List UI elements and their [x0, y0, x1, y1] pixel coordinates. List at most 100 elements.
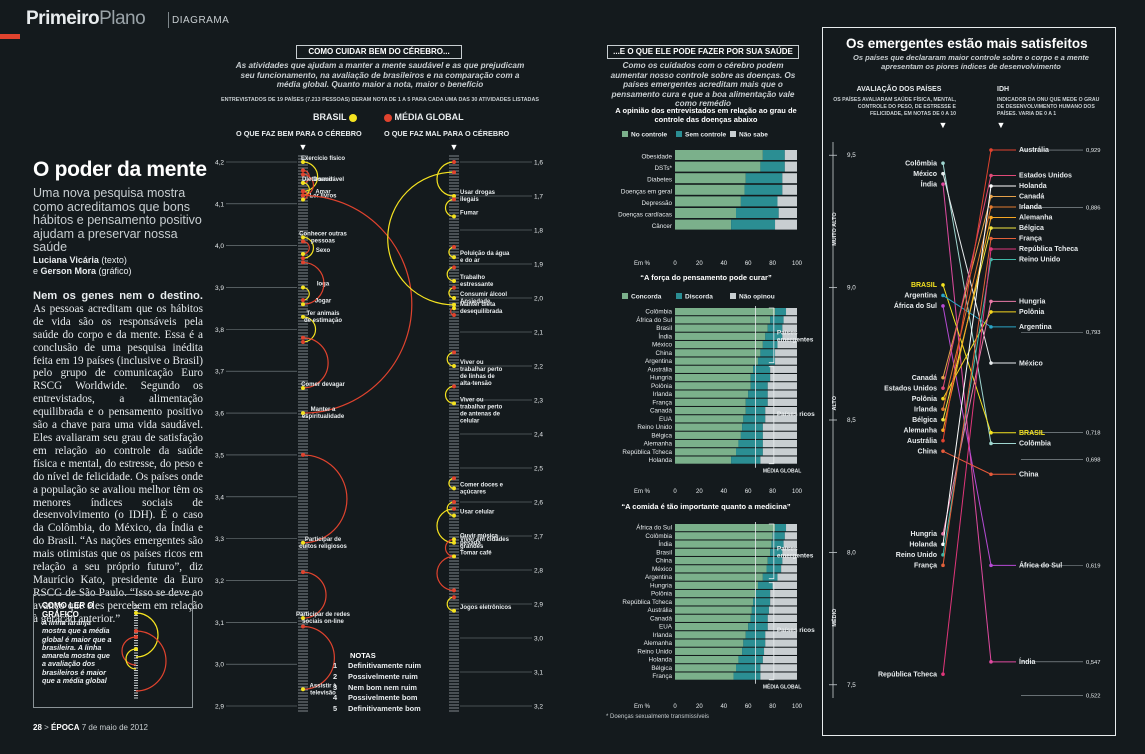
chart2-title: “A força do pensamento pode curar”: [640, 273, 772, 282]
bar-segment: [743, 639, 766, 647]
bar-segment: [675, 150, 763, 160]
global-marker: [452, 500, 456, 504]
bar-segment: [675, 565, 767, 573]
score-marker: [941, 542, 945, 547]
bar-segment: [770, 365, 797, 373]
bar-segment: [775, 357, 797, 365]
bar-segment: [771, 540, 784, 548]
notes-list: 1 Definitivamente ruim 2 Possivelmente ruim…: [333, 661, 421, 715]
axis-tick-label: 80: [769, 489, 776, 495]
country-label-right: Austrália: [1019, 147, 1049, 154]
bad-axis: [449, 155, 459, 712]
good-tick-label: 2,9: [215, 704, 224, 711]
brasil-marker: [301, 302, 305, 307]
good-item-label: Sexo: [316, 248, 331, 254]
axis-tick-label: 40: [720, 704, 727, 710]
legend-swatch: [622, 293, 628, 299]
bar-segment: [765, 639, 797, 647]
good-tick-label: 3,9: [215, 285, 224, 292]
bad-tick-label: 2,4: [534, 432, 543, 439]
bar-label: México: [652, 342, 672, 349]
global-marker: [301, 239, 305, 244]
bad-item-label: Usar drogas ilegais: [460, 190, 496, 203]
country-slope-line: [942, 163, 992, 444]
brand-logo: PrimeiroPlano: [26, 8, 146, 29]
bar-segment: [675, 316, 771, 324]
good-item: Conhecer outras pessoas: [299, 231, 347, 261]
bar-segment: [742, 423, 763, 431]
country-link: França França: [914, 236, 1042, 570]
unit-label: Em %: [634, 261, 651, 267]
country-label-right: Estados Unidos: [1019, 173, 1072, 180]
bar-segment: [675, 524, 776, 532]
good-item-label: Jogar: [315, 298, 332, 304]
bad-item-label: Usar celular: [460, 510, 495, 516]
global-marker: [301, 256, 305, 261]
bar-segment: [770, 598, 797, 606]
bar-segment: [762, 423, 797, 431]
byline: Luciana Vicária (texto) e Gerson Mora (g…: [33, 255, 132, 276]
good-item-label: Ler livros: [309, 194, 337, 200]
health-banner: ...E O QUE ELE PODE FAZER POR SUA SAÚDE: [607, 45, 799, 59]
brasil-marker: [301, 687, 305, 692]
bar-segment: [767, 324, 783, 332]
brasil-marker: [452, 513, 456, 518]
country-label-left: Bélgica: [912, 417, 937, 424]
bar-segment: [762, 150, 785, 160]
band-mid-label: ALTO: [832, 395, 838, 410]
bar-segment: [767, 623, 797, 631]
global-marker: [301, 168, 305, 173]
country-link: Hungria Hungria: [911, 299, 1046, 538]
emerging-subtitle: Os países que declararam maior controle …: [853, 53, 1089, 71]
good-tick-label: 3,8: [215, 327, 224, 334]
group-label-rich: Países ricos: [777, 411, 815, 418]
idh-tick-label: 0,547: [1086, 660, 1101, 666]
brain-method-note: ENTREVISTADOS DE 19 PAÍSES (7.213 PESSOA…: [221, 97, 539, 103]
bar-label: Alemanha: [644, 640, 673, 647]
bad-item: Viver em cidades grandes: [436, 506, 510, 550]
axis-tick-label: 100: [792, 261, 803, 267]
bar-segment: [772, 581, 797, 589]
country-label-right: Argentina: [1019, 324, 1052, 331]
legend-brasil-dot: [348, 113, 357, 122]
bar-segment: [731, 456, 761, 464]
bad-tick-label: 2,3: [534, 398, 543, 405]
section-label: DIAGRAMA: [172, 15, 230, 26]
bad-tick-label: 2,7: [534, 534, 543, 541]
comparison-arc: [302, 161, 319, 192]
bar-segment: [751, 606, 769, 614]
bad-item-label: Tomar café: [460, 550, 492, 556]
axis-tick-label: 0: [673, 704, 677, 710]
bad-tick-label: 2,6: [534, 500, 543, 507]
bar-label: Doenças em geral: [621, 188, 672, 195]
bar-label: Índia: [658, 539, 672, 548]
bar-segment: [675, 407, 746, 415]
bad-item: Poluição da água e do ar: [448, 245, 510, 264]
bar-segment: [675, 639, 744, 647]
country-label-right: Índia: [1019, 657, 1035, 666]
bar-segment: [760, 349, 776, 357]
bad-item: Consumir álcool: [448, 285, 507, 300]
global-marker: [452, 170, 456, 175]
score-marker: [941, 304, 945, 308]
bar-label: Doenças cardíacas: [618, 212, 672, 219]
bar-label: Polônia: [651, 383, 673, 390]
note-item: 2 Possivelmente ruim: [333, 671, 418, 681]
country-label-right: Bélgica: [1019, 225, 1044, 232]
bar-segment: [675, 631, 746, 639]
score-marker: [941, 386, 945, 390]
country-label-left: México: [913, 171, 937, 178]
brain-banner: COMO CUIDAR BEM DO CÉREBRO...: [296, 45, 462, 59]
axis-tick-label: 40: [720, 261, 727, 267]
bar-segment: [782, 184, 797, 195]
axis-tick-label: 40: [720, 489, 727, 495]
brasil-marker: [452, 364, 456, 368]
group-bracket: [768, 523, 775, 580]
country-slope-line: [942, 248, 992, 675]
axis-tick-label: 80: [769, 704, 776, 710]
how-to-read-illustration: [121, 605, 167, 699]
bad-item-label: Poluição da água e do ar: [460, 251, 510, 264]
chart1-title: A opinião dos entrevistados em relação a…: [615, 106, 797, 124]
good-item-label: Ter animais de estimação: [304, 311, 342, 324]
country-label-right: BRASIL: [1019, 430, 1046, 437]
